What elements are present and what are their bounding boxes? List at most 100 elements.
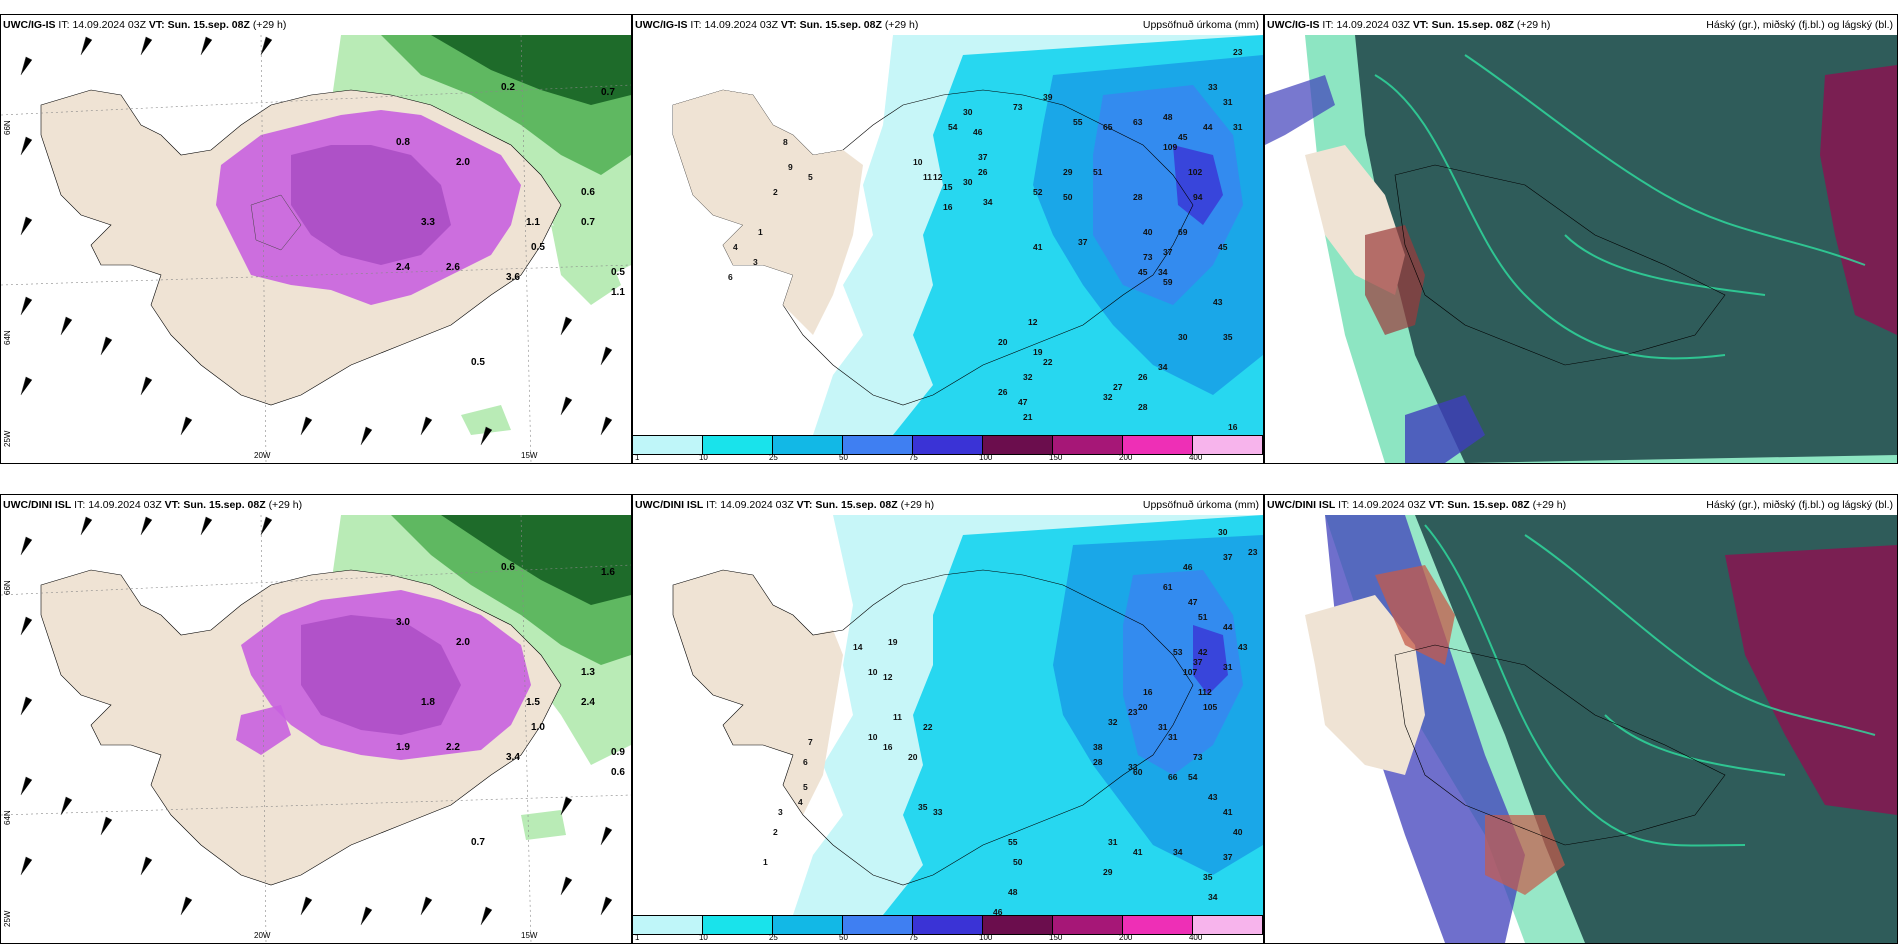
map-value-label: 107 [1183, 667, 1197, 677]
valid-time: Sun. 15.sep. 08Z [167, 19, 250, 31]
map-value-label: 2.4 [581, 697, 595, 708]
map-value-label: 1 [758, 227, 763, 237]
map-value-label: 34 [983, 197, 993, 207]
map-value-label: 2.0 [456, 157, 470, 168]
map-value-label: 3.0 [396, 617, 410, 628]
map-value-label: 32 [1103, 392, 1113, 402]
legend-label: 50 [839, 453, 848, 462]
valid-label: VT: [1428, 499, 1445, 511]
map-value-label: 51 [1093, 167, 1103, 177]
valid-label: VT: [164, 499, 181, 511]
map-value-label: 45 [1138, 267, 1148, 277]
map-value-label: 43 [1208, 792, 1218, 802]
map-value-label: 37 [1223, 852, 1233, 862]
legend-swatch [1123, 916, 1193, 934]
map-value-label: 23 [1233, 47, 1243, 57]
map-value-label: 43 [1238, 642, 1248, 652]
precip-value-labels: 2333313144454863655539733046543726301210… [728, 47, 1243, 432]
map-value-label: 4 [733, 242, 738, 252]
map-value-label: 31 [1168, 732, 1178, 742]
run-time: 14.09.2024 03Z [1336, 19, 1410, 31]
legend-swatch [1053, 916, 1123, 934]
map-value-label: 16 [1228, 422, 1238, 432]
map-value-label: 73 [1143, 252, 1153, 262]
map-value-label: 50 [1013, 857, 1023, 867]
legend-swatch [913, 916, 983, 934]
lon-label-15w: 15W [521, 451, 538, 460]
iceland-land [672, 89, 1194, 406]
panel-title: UWC/DINI ISL IT: 14.09.2024 03Z VT: Sun.… [635, 499, 934, 511]
cloud-map-panel-row1: UWC/IG-IS IT: 14.09.2024 03Z VT: Sun. 15… [1264, 14, 1898, 464]
model-name: UWC/IG-IS [1267, 19, 1320, 31]
map-value-label: 31 [1158, 722, 1168, 732]
map-value-label: 26 [1138, 372, 1148, 382]
map-value-label: 0.7 [471, 837, 485, 848]
wind-barbs [20, 36, 613, 446]
map-value-label: 1.0 [531, 722, 545, 733]
map-value-label: 5 [803, 782, 808, 792]
legend-label: 150 [1049, 453, 1063, 462]
map-value-label: 5 [808, 172, 813, 182]
precip-legend-labels: 1 10 25 50 75 100 150 200 400 [633, 453, 1263, 463]
map-value-label: 15 [943, 182, 953, 192]
map-value-label: 31 [1223, 97, 1233, 107]
map-value-label: 44 [1203, 122, 1213, 132]
map-value-label: 3.6 [506, 272, 520, 283]
valid-label: VT: [148, 19, 165, 31]
map-value-label: 4 [798, 797, 803, 807]
map-value-label: 52 [1033, 187, 1043, 197]
map-value-label: 73 [1193, 752, 1203, 762]
legend-label: 75 [908, 453, 918, 462]
legend-swatch [773, 916, 843, 934]
legend-swatch [1193, 916, 1263, 934]
map-value-label: 31 [1223, 662, 1233, 672]
map-value-label: 45 [1218, 242, 1228, 252]
map-value-label: 26 [978, 167, 988, 177]
map-value-label: 33 [933, 807, 943, 817]
map-value-label: 23 [1248, 547, 1258, 557]
map-value-label: 3.4 [506, 752, 520, 763]
lat-label-64: 64N [3, 330, 12, 345]
map-value-label: 34 [1158, 267, 1168, 277]
map-value-label: 48 [1163, 112, 1173, 122]
legend-swatch [703, 436, 773, 454]
map-value-label: 109 [1163, 142, 1177, 152]
map-value-label: 35 [1203, 872, 1213, 882]
map-value-label: 20 [998, 337, 1008, 347]
lon-label-20w: 20W [254, 931, 271, 940]
legend-swatch [703, 916, 773, 934]
map-value-label: 46 [973, 127, 983, 137]
map-value-label: 2.4 [396, 262, 410, 273]
precip-legend-bar [633, 915, 1263, 935]
lead-time: (+29 h) [1516, 19, 1551, 31]
legend-swatch [983, 436, 1053, 454]
map-value-label: 0.5 [531, 242, 545, 253]
run-time: 14.09.2024 03Z [1352, 499, 1426, 511]
precip-map-panel-row1: UWC/IG-IS IT: 14.09.2024 03Z VT: Sun. 15… [632, 14, 1264, 464]
lead-time: (+29 h) [884, 19, 919, 31]
lat-label-64: 64N [3, 810, 12, 825]
map-value-label: 2.0 [456, 637, 470, 648]
map-value-label: 45 [1178, 132, 1188, 142]
model-name: UWC/DINI ISL [635, 499, 704, 511]
run-time: 14.09.2024 03Z [72, 19, 146, 31]
map-value-label: 19 [888, 637, 898, 647]
map-value-label: 112 [1198, 687, 1212, 697]
map-value-label: 1.5 [526, 697, 540, 708]
map-value-label: 19 [1033, 347, 1043, 357]
run-label: IT: [690, 19, 702, 31]
map-value-label: 50 [1063, 192, 1073, 202]
legend-label: 400 [1188, 453, 1203, 462]
map-value-label: 37 [1163, 247, 1173, 257]
cloud-map [1265, 515, 1897, 943]
valid-time: Sun. 15.sep. 08Z [799, 19, 882, 31]
wind-map: 0.7 1.6 1.3 2.4 0.9 0.6 0.6 3.0 2.0 1.8 1.9 2.2 3.4 1… [1, 515, 631, 943]
map-value-label: 0.2 [501, 82, 515, 93]
map-value-label: 31 [1233, 122, 1243, 132]
model-name: UWC/DINI ISL [1267, 499, 1336, 511]
map-value-label: 34 [1158, 362, 1168, 372]
legend-swatch [1053, 436, 1123, 454]
lon-label-25w: 25W [3, 910, 12, 927]
map-value-label: 40 [1143, 227, 1153, 237]
